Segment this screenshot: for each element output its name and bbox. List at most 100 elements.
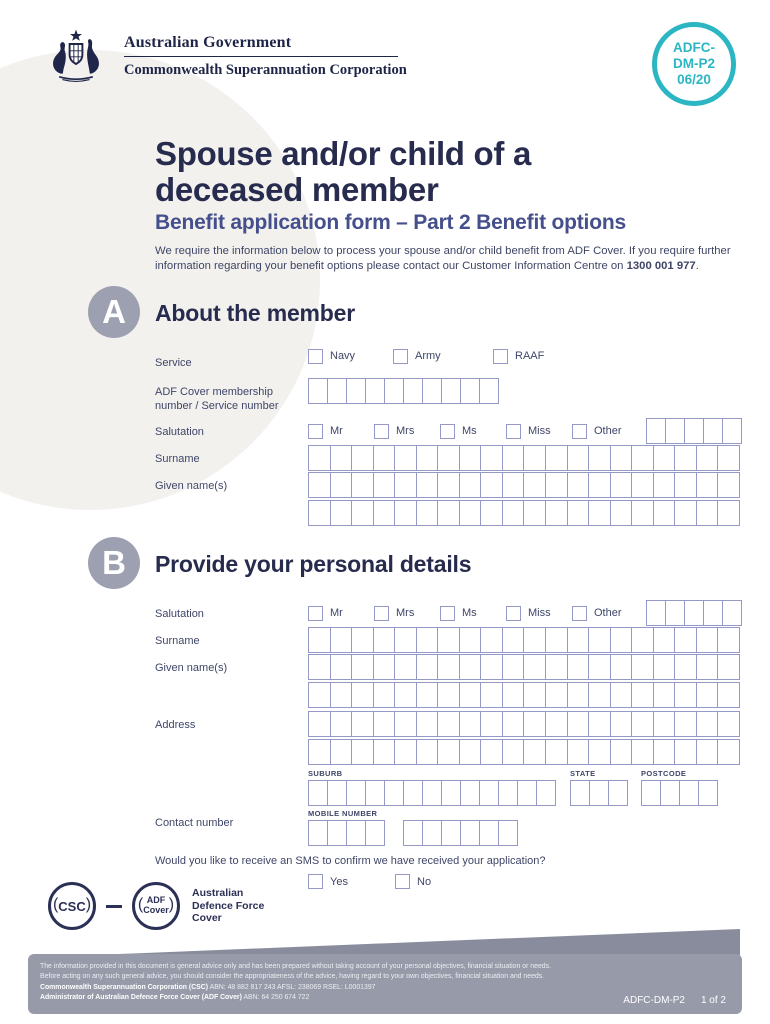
char-box[interactable]	[501, 739, 525, 766]
char-box[interactable]	[458, 654, 482, 681]
char-box[interactable]	[631, 500, 654, 527]
char-box[interactable]	[458, 739, 482, 766]
char-box[interactable]	[394, 627, 417, 654]
no-checkbox[interactable]	[395, 874, 410, 890]
miss-checkbox[interactable]	[506, 423, 521, 439]
char-box[interactable]	[415, 445, 439, 472]
char-box[interactable]	[566, 682, 590, 709]
char-box[interactable]	[460, 820, 480, 847]
raaf-checkbox[interactable]	[493, 348, 508, 364]
char-box[interactable]	[652, 627, 676, 654]
char-box[interactable]	[480, 472, 503, 499]
char-box[interactable]	[415, 739, 439, 766]
mr-checkbox[interactable]	[308, 605, 323, 621]
char-box[interactable]	[523, 627, 547, 654]
char-box[interactable]	[631, 445, 654, 472]
char-box[interactable]	[609, 654, 633, 681]
char-box[interactable]	[717, 445, 740, 472]
char-box[interactable]	[415, 654, 439, 681]
char-box[interactable]	[501, 627, 525, 654]
char-box[interactable]	[329, 472, 353, 499]
char-box[interactable]	[609, 472, 633, 499]
char-box[interactable]	[329, 627, 353, 654]
char-box[interactable]	[646, 418, 666, 445]
char-box[interactable]	[523, 500, 547, 527]
char-box[interactable]	[695, 739, 719, 766]
char-box[interactable]	[437, 445, 460, 472]
char-box[interactable]	[523, 682, 547, 709]
char-box[interactable]	[480, 739, 503, 766]
char-box[interactable]	[665, 600, 685, 627]
char-box[interactable]	[372, 682, 396, 709]
char-box[interactable]	[566, 500, 590, 527]
char-box[interactable]	[501, 500, 525, 527]
char-box[interactable]	[674, 500, 697, 527]
char-box[interactable]	[394, 445, 417, 472]
char-box[interactable]	[545, 500, 568, 527]
char-box[interactable]	[422, 780, 442, 807]
char-box[interactable]	[566, 472, 590, 499]
char-box[interactable]	[570, 780, 590, 807]
char-box[interactable]	[479, 820, 499, 847]
mr-checkbox[interactable]	[308, 423, 323, 439]
char-box[interactable]	[372, 654, 396, 681]
char-box[interactable]	[631, 739, 654, 766]
char-box[interactable]	[674, 711, 697, 738]
char-box[interactable]	[437, 500, 460, 527]
char-box[interactable]	[437, 627, 460, 654]
char-box[interactable]	[588, 654, 611, 681]
char-box[interactable]	[652, 711, 676, 738]
char-box[interactable]	[422, 377, 442, 404]
char-box[interactable]	[695, 500, 719, 527]
char-box[interactable]	[695, 654, 719, 681]
char-box[interactable]	[703, 600, 723, 627]
char-box[interactable]	[545, 445, 568, 472]
char-box[interactable]	[652, 654, 676, 681]
char-box[interactable]	[631, 682, 654, 709]
char-box[interactable]	[458, 711, 482, 738]
char-box[interactable]	[722, 418, 742, 445]
char-box[interactable]	[351, 500, 374, 527]
char-box[interactable]	[329, 739, 353, 766]
char-box[interactable]	[588, 445, 611, 472]
char-box[interactable]	[684, 418, 704, 445]
char-box[interactable]	[717, 654, 740, 681]
char-box[interactable]	[351, 445, 374, 472]
char-box[interactable]	[458, 627, 482, 654]
char-box[interactable]	[588, 627, 611, 654]
char-box[interactable]	[422, 820, 442, 847]
char-box[interactable]	[589, 780, 609, 807]
char-box[interactable]	[372, 445, 396, 472]
char-box[interactable]	[609, 627, 633, 654]
char-box[interactable]	[365, 377, 385, 404]
char-box[interactable]	[329, 500, 353, 527]
char-box[interactable]	[480, 627, 503, 654]
char-box[interactable]	[308, 780, 328, 807]
char-box[interactable]	[384, 377, 404, 404]
char-box[interactable]	[588, 682, 611, 709]
char-box[interactable]	[415, 472, 439, 499]
char-box[interactable]	[327, 780, 347, 807]
char-box[interactable]	[523, 445, 547, 472]
char-box[interactable]	[329, 682, 353, 709]
char-box[interactable]	[652, 682, 676, 709]
char-box[interactable]	[479, 377, 499, 404]
char-box[interactable]	[545, 682, 568, 709]
char-box[interactable]	[415, 500, 439, 527]
ms-checkbox[interactable]	[440, 423, 455, 439]
char-box[interactable]	[308, 500, 331, 527]
char-box[interactable]	[609, 445, 633, 472]
char-box[interactable]	[498, 780, 518, 807]
char-box[interactable]	[403, 780, 423, 807]
char-box[interactable]	[717, 627, 740, 654]
char-box[interactable]	[372, 472, 396, 499]
char-box[interactable]	[346, 780, 366, 807]
char-box[interactable]	[403, 820, 423, 847]
army-checkbox[interactable]	[393, 348, 408, 364]
char-box[interactable]	[609, 739, 633, 766]
char-box[interactable]	[717, 711, 740, 738]
char-box[interactable]	[365, 820, 385, 847]
char-box[interactable]	[545, 711, 568, 738]
char-box[interactable]	[372, 711, 396, 738]
char-box[interactable]	[351, 739, 374, 766]
